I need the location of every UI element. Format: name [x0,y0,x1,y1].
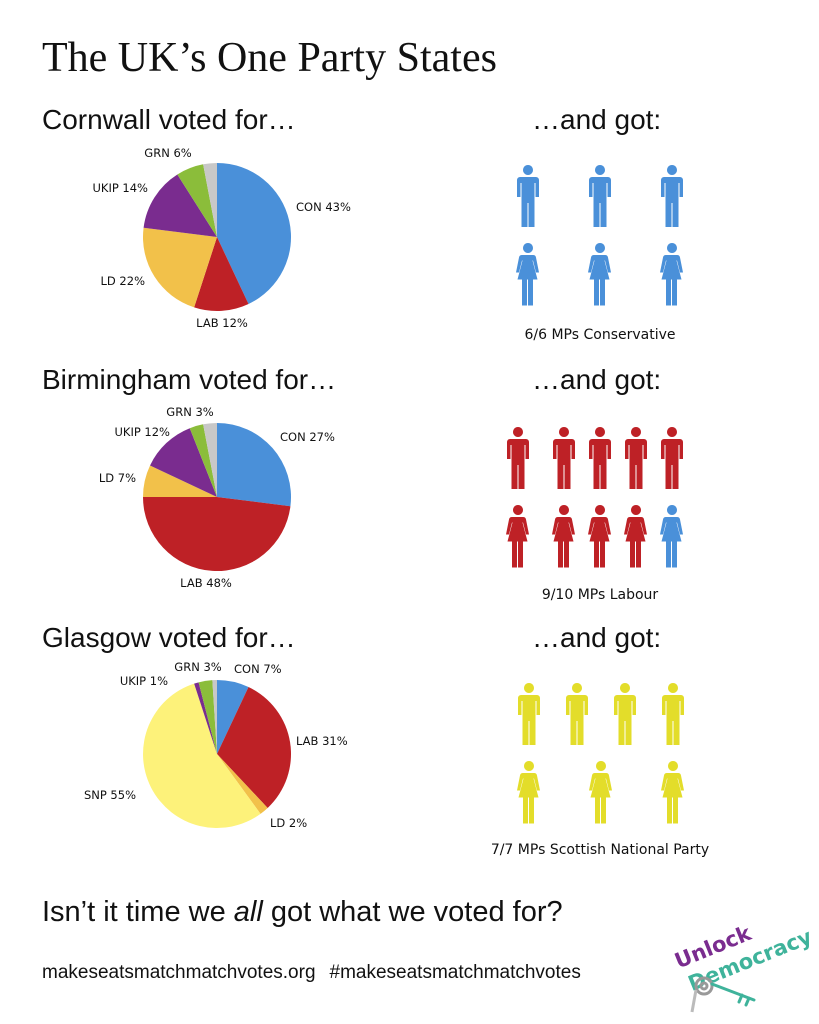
pie-label-ld: LD 22% [101,274,146,288]
female-mp-icon [552,505,575,568]
cornwall-heading: Cornwall voted for… [42,104,296,135]
female-mp-icon [506,505,529,568]
male-mp-icon [507,427,529,489]
pie-label-ld: LD 7% [99,471,136,485]
female-mp-icon [588,243,611,306]
male-mp-icon [661,427,683,489]
glasgow-pie-chart: CON 7% LAB 31% LD 2% SNP 55% UKIP 1% GRN 3% [84,660,348,830]
female-mp-icon [660,505,683,568]
male-mp-icon [566,683,588,745]
pie-slice-ukip [143,174,217,237]
pie-label-grn: GRN 6% [144,146,191,160]
birmingham-mp-caption: 9/10 MPs Labour [541,587,659,603]
pie-label-ld: LD 2% [270,816,307,830]
footer-hashtag-link[interactable]: #makeseatsmatchmatchvotes [329,962,581,983]
footer-url-link[interactable]: makeseatsmatchmatchvotes.org [42,962,316,983]
cornwall-mp-icons [516,165,683,306]
male-mp-icon [589,165,611,227]
page-title: The UK’s One Party States [42,35,497,81]
pie-slice-lab [143,497,291,572]
pie-label-ukip: UKIP 1% [120,674,168,688]
male-mp-icon [614,683,636,745]
male-mp-icon [553,427,575,489]
pie-slice-other [203,163,217,237]
male-mp-icon [662,683,684,745]
tagline-before: Isn’t it time we [42,896,234,928]
pie-slice-grn [177,164,217,237]
pie-label-lab: LAB 12% [196,316,248,330]
pie-label-lab: LAB 31% [296,734,348,748]
pie-slice-grn [198,680,217,754]
pie-label-con: CON 7% [234,662,282,676]
pie-label-lab: LAB 48% [180,576,232,590]
female-mp-icon [660,243,683,306]
pie-label-con: CON 43% [296,200,351,214]
glasgow-heading: Glasgow voted for… [42,622,296,653]
male-mp-icon [625,427,647,489]
pie-slice-ld [142,227,217,308]
pie-slice-con [217,423,292,507]
female-mp-icon [661,761,684,824]
birmingham-heading: Birmingham voted for… [42,364,337,395]
pie-label-ukip: UKIP 12% [114,425,170,439]
pie-slice-ld [143,465,217,497]
male-mp-icon [517,165,539,227]
pie-slice-lab [194,237,249,312]
key-icon [690,976,756,1013]
pie-slice-snp [143,683,261,828]
pie-slice-lab [217,687,292,808]
female-mp-icon [589,761,612,824]
female-mp-icon [588,505,611,568]
pie-slice-ukip [194,682,217,754]
footer: makeseatsmatchmatchvotes.org #makeseatsma… [42,962,581,984]
tagline: Isn’t it time we all got what we voted f… [42,896,563,929]
female-mp-icon [517,761,540,824]
tagline-emphasis: all [233,896,263,928]
female-mp-icon [516,243,539,306]
male-mp-icon [518,683,540,745]
male-mp-icon [661,165,683,227]
glasgow-mp-icons [517,683,684,824]
pie-slice-ukip [150,428,217,497]
birmingham-pie-chart: CON 27% LAB 48% LD 7% UKIP 12% GRN 3% [99,405,335,590]
pie-label-grn: GRN 3% [166,405,213,419]
birmingham-got-heading: …and got: [532,364,662,395]
pie-label-con: CON 27% [280,430,335,444]
pie-slice-grn [189,424,217,497]
tagline-after: got what we voted for? [262,896,563,928]
pie-label-grn: GRN 3% [174,660,221,674]
cornwall-pie-chart: CON 43% LAB 12% LD 22% UKIP 14% GRN 6% [92,146,351,330]
glasgow-mp-caption: 7/7 MPs Scottish National Party [490,842,710,858]
pie-slice-con [217,680,249,754]
birmingham-mp-icons [506,427,683,568]
female-mp-icon [624,505,647,568]
male-mp-icon [589,427,611,489]
cornwall-mp-caption: 6/6 MPs Conservative [524,327,676,343]
pie-slice-other [212,680,217,754]
pie-slice-other [203,423,217,497]
pie-label-ukip: UKIP 14% [92,181,148,195]
unlock-democracy-logo: Unlock Democracy [671,921,814,1013]
cornwall-got-heading: …and got: [532,104,662,135]
pie-slice-ld [217,754,268,814]
pie-slice-con [217,163,292,304]
glasgow-got-heading: …and got: [532,622,662,653]
pie-label-snp: SNP 55% [84,788,136,802]
